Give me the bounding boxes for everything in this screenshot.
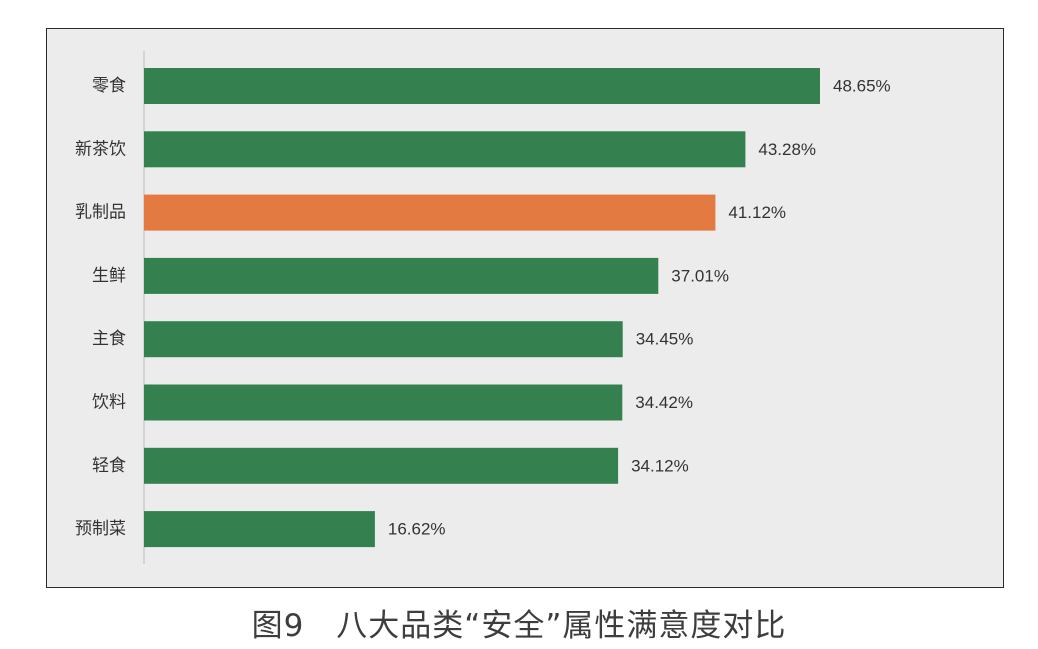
category-label: 饮料 bbox=[92, 393, 126, 413]
category-label: 主食 bbox=[92, 329, 126, 349]
value-label: 48.65% bbox=[833, 77, 891, 96]
value-label: 34.45% bbox=[636, 330, 694, 349]
chart-frame: 零食 48.65% 新茶饮 43.28% 乳制品 41.12% 生鲜 37.01% 主食 34.4… bbox=[46, 28, 1004, 588]
value-label: 37.01% bbox=[671, 266, 729, 285]
category-label: 零食 bbox=[92, 76, 126, 96]
value-label: 43.28% bbox=[758, 140, 816, 159]
value-label: 16.62% bbox=[388, 520, 446, 539]
value-label: 34.12% bbox=[631, 456, 689, 475]
bar-2 bbox=[144, 194, 716, 231]
category-label: 乳制品 bbox=[75, 203, 126, 223]
category-label: 生鲜 bbox=[92, 266, 126, 286]
bar-1 bbox=[144, 131, 746, 168]
category-label: 预制菜 bbox=[75, 519, 126, 539]
bar-4 bbox=[144, 321, 623, 358]
figure-caption: 图9 八大品类“安全”属性满意度对比 bbox=[251, 608, 787, 644]
bar-chart: 零食 48.65% 新茶饮 43.28% 乳制品 41.12% 生鲜 37.01% 主食 34.4… bbox=[75, 51, 891, 564]
bar-7 bbox=[144, 511, 375, 548]
value-label: 41.12% bbox=[728, 203, 786, 222]
bar-0 bbox=[144, 68, 820, 104]
bar-6 bbox=[144, 447, 619, 484]
category-label: 新茶饮 bbox=[75, 139, 126, 159]
value-label: 34.42% bbox=[635, 393, 693, 412]
bar-5 bbox=[144, 384, 623, 421]
bar-3 bbox=[144, 257, 659, 294]
category-label: 轻食 bbox=[92, 456, 126, 476]
